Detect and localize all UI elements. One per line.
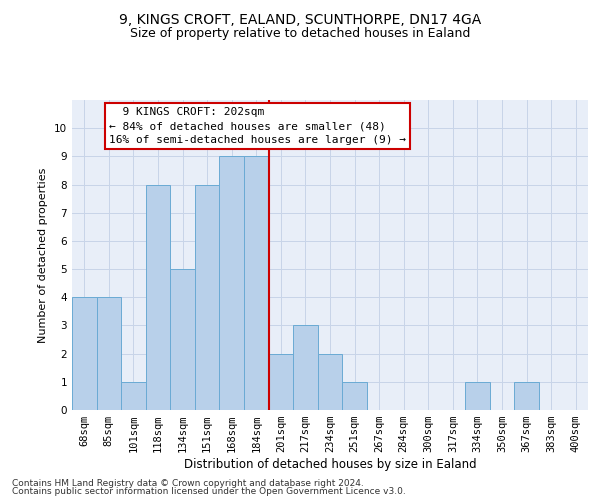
Text: Contains public sector information licensed under the Open Government Licence v3: Contains public sector information licen… — [12, 487, 406, 496]
Bar — [293, 326, 318, 410]
X-axis label: Distribution of detached houses by size in Ealand: Distribution of detached houses by size … — [184, 458, 476, 471]
Bar — [220, 156, 244, 410]
Text: Size of property relative to detached houses in Ealand: Size of property relative to detached ho… — [130, 28, 470, 40]
Bar — [269, 354, 293, 410]
Text: 9, KINGS CROFT, EALAND, SCUNTHORPE, DN17 4GA: 9, KINGS CROFT, EALAND, SCUNTHORPE, DN17… — [119, 12, 481, 26]
Y-axis label: Number of detached properties: Number of detached properties — [38, 168, 49, 342]
Bar — [342, 382, 367, 410]
Bar — [121, 382, 146, 410]
Bar — [318, 354, 342, 410]
Bar — [72, 298, 97, 410]
Bar — [97, 298, 121, 410]
Text: 9 KINGS CROFT: 202sqm  
← 84% of detached houses are smaller (48)
16% of semi-de: 9 KINGS CROFT: 202sqm ← 84% of detached … — [109, 107, 406, 145]
Bar — [514, 382, 539, 410]
Bar — [170, 269, 195, 410]
Bar — [146, 184, 170, 410]
Bar — [195, 184, 220, 410]
Bar — [244, 156, 269, 410]
Bar — [465, 382, 490, 410]
Text: Contains HM Land Registry data © Crown copyright and database right 2024.: Contains HM Land Registry data © Crown c… — [12, 478, 364, 488]
